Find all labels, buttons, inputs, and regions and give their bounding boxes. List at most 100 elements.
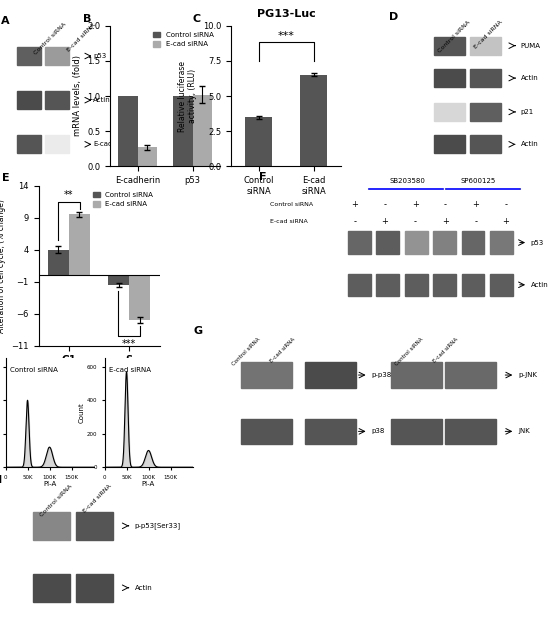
Text: Control siRNA: Control siRNA	[394, 337, 424, 367]
Text: E-cad siRNA: E-cad siRNA	[109, 367, 151, 373]
Bar	[433, 69, 465, 87]
Text: SP600125: SP600125	[461, 179, 496, 184]
Bar	[45, 136, 69, 153]
Bar	[305, 419, 356, 444]
Text: -: -	[474, 217, 477, 226]
Bar	[490, 231, 513, 254]
Bar	[470, 37, 502, 54]
Text: D: D	[389, 12, 398, 22]
Bar	[241, 419, 292, 444]
X-axis label: PI-A: PI-A	[142, 481, 155, 487]
Text: C: C	[192, 14, 201, 24]
Text: Actin: Actin	[521, 75, 538, 81]
Bar	[391, 362, 442, 388]
Text: E-cad siRNA: E-cad siRNA	[432, 337, 459, 364]
Text: -: -	[353, 217, 356, 226]
Text: -: -	[444, 200, 447, 209]
Bar	[445, 362, 496, 388]
Text: p21: p21	[521, 109, 534, 115]
Text: p38: p38	[372, 428, 385, 435]
Text: +: +	[351, 200, 358, 209]
Text: p-JNK: p-JNK	[519, 372, 537, 378]
Bar	[48, 250, 69, 275]
Bar	[76, 512, 113, 540]
Bar	[470, 69, 502, 87]
Text: p53: p53	[94, 53, 107, 59]
Text: +: +	[503, 217, 509, 226]
Text: Control siRNA: Control siRNA	[34, 22, 68, 56]
Text: B: B	[82, 14, 91, 24]
Bar	[490, 273, 513, 296]
Text: p-p38: p-p38	[372, 372, 392, 378]
Text: Control siRNA: Control siRNA	[437, 19, 471, 53]
Text: H: H	[0, 475, 2, 485]
Bar	[33, 573, 70, 602]
Bar	[433, 103, 465, 121]
Text: **: **	[64, 190, 74, 200]
Bar	[173, 96, 192, 166]
Bar	[138, 147, 157, 166]
Text: Actin: Actin	[135, 585, 152, 591]
Bar	[241, 362, 292, 388]
Text: Control siRNA: Control siRNA	[270, 202, 312, 207]
Title: PG13-Luc: PG13-Luc	[257, 9, 315, 19]
Legend: Control siRNA, E-cad siRNA: Control siRNA, E-cad siRNA	[151, 29, 217, 50]
Text: Actin: Actin	[521, 141, 538, 147]
Text: E-cad siRNA: E-cad siRNA	[67, 22, 96, 52]
Text: PUMA: PUMA	[521, 43, 541, 49]
Bar	[433, 231, 456, 254]
Text: E-cad siRNA: E-cad siRNA	[270, 219, 307, 224]
Legend: Control siRNA, E-cad siRNA: Control siRNA, E-cad siRNA	[90, 189, 156, 210]
Text: Actin: Actin	[94, 97, 111, 103]
Bar	[445, 419, 496, 444]
Bar	[192, 95, 212, 166]
Bar	[348, 231, 371, 254]
Text: p53: p53	[531, 239, 544, 246]
Text: E-cadherin: E-cadherin	[94, 141, 131, 147]
Text: SB203580: SB203580	[389, 179, 425, 184]
Text: G: G	[193, 326, 202, 337]
Text: -: -	[414, 217, 417, 226]
Text: +: +	[442, 217, 449, 226]
Bar	[433, 136, 465, 153]
Bar	[461, 273, 485, 296]
Text: Actin: Actin	[531, 282, 548, 288]
Bar	[245, 117, 272, 166]
Bar	[45, 47, 69, 65]
Text: ***: ***	[278, 31, 294, 41]
Bar	[16, 136, 41, 153]
Bar	[405, 273, 427, 296]
Bar	[470, 136, 502, 153]
Bar	[69, 214, 90, 275]
Bar	[300, 75, 327, 166]
Bar	[405, 231, 427, 254]
Text: p-p53[Ser33]: p-p53[Ser33]	[135, 522, 181, 529]
Bar	[376, 231, 399, 254]
Text: +: +	[382, 217, 388, 226]
Text: Control siRNA: Control siRNA	[40, 484, 73, 518]
Text: -: -	[383, 200, 387, 209]
Text: Control siRNA: Control siRNA	[10, 367, 58, 373]
Y-axis label: Count: Count	[79, 403, 85, 423]
Text: E-cad siRNA: E-cad siRNA	[474, 19, 504, 49]
Text: +: +	[412, 200, 419, 209]
Bar	[16, 47, 41, 65]
Text: E: E	[2, 173, 10, 183]
Bar	[470, 103, 502, 121]
Bar	[461, 231, 485, 254]
Y-axis label: mRNA levels, (fold): mRNA levels, (fold)	[73, 56, 81, 136]
Text: +: +	[472, 200, 479, 209]
Bar	[376, 273, 399, 296]
Bar	[433, 273, 456, 296]
Bar	[348, 273, 371, 296]
Text: Control siRNA: Control siRNA	[232, 337, 261, 367]
Y-axis label: Alteration of cell cycle, (% change): Alteration of cell cycle, (% change)	[0, 198, 6, 333]
Bar	[129, 275, 151, 320]
Text: E-cad siRNA: E-cad siRNA	[270, 337, 296, 364]
Bar	[305, 362, 356, 388]
Bar	[33, 512, 70, 540]
Text: A: A	[1, 16, 9, 26]
Text: JNK: JNK	[519, 428, 530, 435]
X-axis label: PI-A: PI-A	[43, 481, 56, 487]
Bar	[45, 92, 69, 109]
